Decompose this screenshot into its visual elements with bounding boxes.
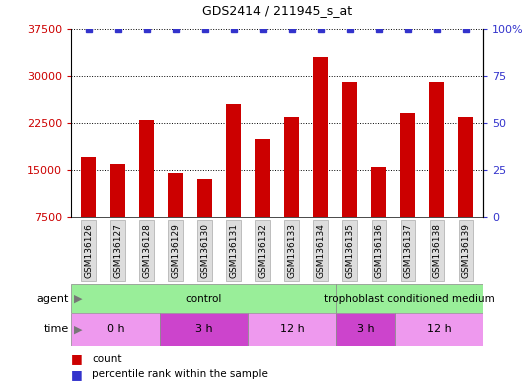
Text: GDS2414 / 211945_s_at: GDS2414 / 211945_s_at	[202, 4, 352, 17]
Text: GSM136127: GSM136127	[113, 223, 122, 278]
Text: trophoblast conditioned medium: trophoblast conditioned medium	[324, 293, 495, 304]
Text: 0 h: 0 h	[107, 324, 124, 334]
Text: 12 h: 12 h	[427, 324, 451, 334]
Bar	[256, 139, 270, 217]
Text: 12 h: 12 h	[279, 324, 304, 334]
Text: GSM136126: GSM136126	[84, 223, 93, 278]
Bar	[227, 104, 241, 217]
Bar	[343, 82, 357, 217]
Bar	[314, 57, 328, 217]
Bar	[248, 313, 336, 346]
Bar	[336, 284, 483, 313]
Bar	[110, 164, 125, 217]
Bar	[429, 82, 444, 217]
Text: GSM136130: GSM136130	[200, 223, 209, 278]
Text: 3 h: 3 h	[195, 324, 212, 334]
Bar	[71, 284, 336, 313]
Text: control: control	[185, 293, 222, 304]
Text: time: time	[43, 324, 69, 334]
Text: ■: ■	[71, 353, 83, 366]
Text: 3 h: 3 h	[356, 324, 374, 334]
Text: agent: agent	[36, 293, 69, 304]
Bar	[159, 313, 248, 346]
Text: percentile rank within the sample: percentile rank within the sample	[92, 369, 268, 379]
Text: GSM136128: GSM136128	[142, 223, 151, 278]
Text: GSM136139: GSM136139	[461, 223, 470, 278]
Bar	[400, 114, 415, 217]
Bar	[197, 179, 212, 217]
Text: GSM136132: GSM136132	[258, 223, 267, 278]
Text: count: count	[92, 354, 122, 364]
Text: GSM136133: GSM136133	[287, 223, 296, 278]
Bar	[81, 157, 96, 217]
Bar	[395, 313, 483, 346]
Text: GSM136137: GSM136137	[403, 223, 412, 278]
Text: GSM136138: GSM136138	[432, 223, 441, 278]
Bar	[372, 167, 386, 217]
Text: ▶: ▶	[74, 293, 82, 304]
Bar	[458, 117, 473, 217]
Text: ▶: ▶	[74, 324, 82, 334]
Text: ■: ■	[71, 368, 83, 381]
Text: GSM136134: GSM136134	[316, 223, 325, 278]
Text: GSM136131: GSM136131	[229, 223, 238, 278]
Bar	[168, 173, 183, 217]
Bar	[336, 313, 395, 346]
Text: GSM136136: GSM136136	[374, 223, 383, 278]
Bar	[139, 120, 154, 217]
Text: GSM136129: GSM136129	[171, 223, 180, 278]
Bar	[71, 313, 159, 346]
Bar	[285, 117, 299, 217]
Text: GSM136135: GSM136135	[345, 223, 354, 278]
